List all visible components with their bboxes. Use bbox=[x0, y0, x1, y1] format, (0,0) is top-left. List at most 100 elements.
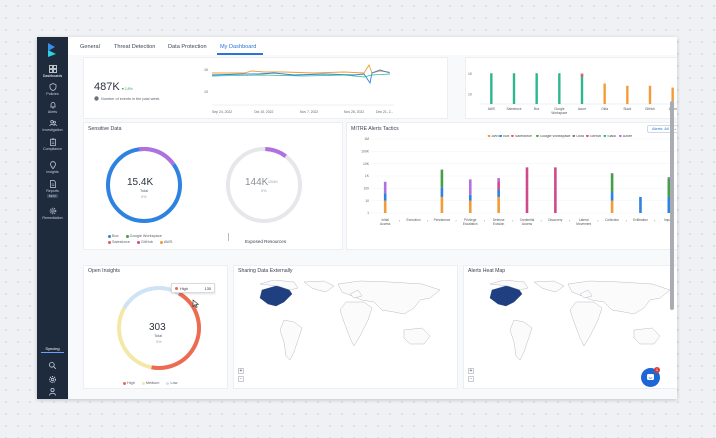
heatmap-world-map bbox=[489, 280, 671, 361]
tab-threat-detection[interactable]: Threat Detection bbox=[114, 44, 156, 50]
legend-scrollbar[interactable] bbox=[228, 233, 229, 241]
y-tick: 10 bbox=[365, 199, 369, 203]
tab-bar: General Threat Detection Data Protection… bbox=[68, 37, 677, 55]
sensitive-data-card: Sensitive Data 15.4K Total 0% Box Google… bbox=[83, 122, 343, 250]
legend-swatch bbox=[572, 135, 576, 138]
x-tick: Impact bbox=[664, 218, 674, 222]
notification-badge: 1 bbox=[654, 367, 660, 373]
x-tick: Persistence bbox=[434, 218, 451, 222]
legend-item: GitHub bbox=[590, 135, 601, 138]
y-tick: 1M bbox=[364, 137, 369, 141]
tab-my-dashboard[interactable]: My Dashboard bbox=[220, 44, 257, 50]
alerts-filter-dropdown[interactable]: Alerts: All ⌄ bbox=[647, 125, 677, 133]
bar bbox=[580, 73, 584, 104]
chevron-right-icon: › bbox=[541, 218, 543, 223]
legend-swatch bbox=[603, 135, 607, 138]
sidebar-item-label: Alerts bbox=[47, 110, 58, 114]
zoom-out-button[interactable]: - bbox=[238, 376, 244, 382]
legend-item: Slack bbox=[607, 135, 616, 138]
legend-swatch bbox=[511, 135, 514, 138]
mitre-bar-segment bbox=[468, 179, 472, 195]
settings-icon[interactable] bbox=[48, 375, 57, 384]
sidebar-item-alerts[interactable]: Alerts bbox=[37, 101, 68, 114]
sensitive-data-title: Sensitive Data bbox=[88, 126, 122, 132]
legend-swatch bbox=[619, 135, 622, 138]
active-tab-indicator bbox=[217, 53, 263, 55]
mitre-title: MITRE Alerts Tactics bbox=[351, 126, 399, 132]
sidebar-item-insights[interactable]: Insights bbox=[37, 161, 68, 174]
mitre-bar-segment bbox=[610, 173, 614, 174]
zoom-out-button[interactable]: - bbox=[468, 376, 474, 382]
x-tick: Salesforce bbox=[506, 107, 521, 111]
insights-tooltip: High 135 bbox=[171, 283, 215, 293]
search-icon[interactable] bbox=[48, 361, 57, 370]
sidebar-item-investigation[interactable]: Investigation bbox=[37, 119, 68, 132]
events-value: 487K bbox=[94, 81, 120, 93]
mitre-bar-segment bbox=[440, 169, 444, 170]
bar bbox=[535, 73, 538, 104]
sensitive-data-donut bbox=[106, 147, 182, 223]
mitre-bar-segment bbox=[610, 173, 614, 193]
bar bbox=[490, 73, 493, 104]
legend-item: Azure bbox=[623, 135, 632, 138]
shield-icon bbox=[49, 83, 56, 91]
sidebar-item-policies[interactable]: Policies bbox=[37, 83, 68, 96]
legend-item: AWS bbox=[163, 240, 173, 244]
legend-item: Box bbox=[503, 135, 509, 138]
page-scrollbar[interactable] bbox=[670, 101, 674, 310]
sharing-title: Sharing Data Externally bbox=[238, 268, 293, 274]
chat-icon bbox=[647, 374, 654, 380]
x-tick: Slack bbox=[623, 107, 631, 111]
legend-item: GitHub bbox=[141, 240, 153, 244]
tooltip-label: High bbox=[180, 286, 188, 291]
sidebar-item-remediation[interactable]: Remediation bbox=[37, 207, 68, 220]
y-tick: 1 bbox=[367, 211, 369, 215]
sidebar-item-label: Reports bbox=[46, 189, 59, 193]
legend-item: Low bbox=[170, 381, 178, 385]
zoom-in-button[interactable]: + bbox=[238, 368, 244, 374]
user-icon[interactable] bbox=[48, 387, 57, 396]
x-tick: Box bbox=[534, 107, 540, 111]
chevron-down-icon: ⌄ bbox=[673, 126, 677, 131]
mitre-card: MITRE Alerts Tactics Alerts: All ⌄ AWS Bo… bbox=[346, 122, 677, 250]
sidebar-item-label: Compliance bbox=[43, 147, 62, 151]
x-tick: Credential bbox=[520, 218, 535, 222]
sensitive-data-pct: 0% bbox=[141, 195, 147, 199]
timeline-series-orange bbox=[212, 63, 390, 74]
timeline-series-blue bbox=[211, 69, 391, 85]
chevron-right-icon: › bbox=[597, 218, 599, 223]
sidebar-item-compliance[interactable]: Compliance bbox=[37, 138, 68, 151]
mitre-bar-segment bbox=[667, 178, 671, 197]
events-timeline-chart: 1K 10 Sep 24, 2022 Oct 15, 2022 Nov 7, 2… bbox=[204, 63, 394, 114]
x-tick: Movement bbox=[576, 222, 591, 226]
x-tick: Privilege bbox=[464, 218, 476, 222]
sidebar-item-reports[interactable]: Reports BETA bbox=[37, 180, 68, 198]
sidebar-item-dashboards[interactable]: Dashboards bbox=[37, 65, 68, 78]
legend-swatch bbox=[586, 135, 589, 138]
dashboard-icon bbox=[48, 65, 57, 73]
bar bbox=[648, 85, 652, 104]
zoom-in-button[interactable]: + bbox=[468, 368, 474, 374]
x-tick: Exfiltration bbox=[633, 218, 648, 222]
y-tick: 100K bbox=[361, 150, 370, 154]
x-tick: Dec 21, 2... bbox=[376, 110, 393, 114]
gear-icon bbox=[49, 207, 56, 215]
sidebar-item-label: Remediation bbox=[42, 216, 63, 220]
beta-badge: BETA bbox=[46, 194, 59, 198]
bar bbox=[558, 73, 561, 104]
mitre-bar-segment bbox=[610, 200, 614, 213]
legend-swatch bbox=[487, 135, 491, 138]
tab-data-protection[interactable]: Data Protection bbox=[168, 44, 207, 50]
mitre-bar-segment bbox=[497, 189, 500, 197]
mitre-bar-chart: AWS Box Salesforce Google Workspace Okta GitH… bbox=[361, 135, 677, 226]
sidebar-item-label: Insights bbox=[46, 170, 59, 174]
legend-item: Google Workspace bbox=[540, 135, 571, 138]
main-content: General Threat Detection Data Protection… bbox=[68, 37, 677, 399]
tab-general[interactable]: General bbox=[80, 44, 100, 50]
exposed-value: 144K bbox=[245, 177, 269, 188]
mitre-bar-segment bbox=[525, 167, 529, 213]
legend-item: Salesforce bbox=[112, 240, 130, 244]
bell-icon bbox=[50, 102, 55, 109]
mitre-bar-segment bbox=[667, 196, 671, 213]
open-insights-pct: 0% bbox=[156, 340, 162, 344]
